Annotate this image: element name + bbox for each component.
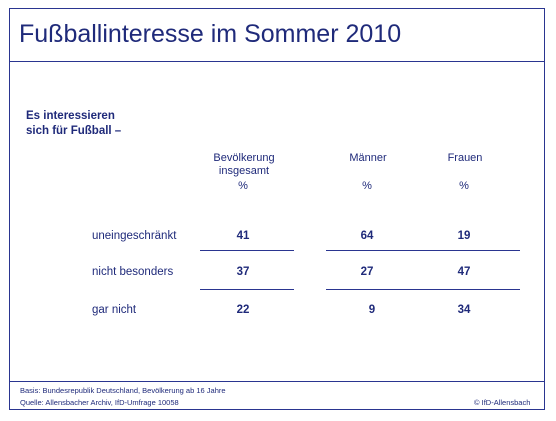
column-header-women-label: Frauen (447, 152, 483, 164)
chart-title: Fußballinteresse im Sommer 2010 (19, 20, 402, 48)
column-header-men: Männer (340, 152, 396, 165)
row-divider (200, 289, 294, 290)
column-unit-total: % (238, 180, 248, 192)
column-header-total: Bevölkerung insgesamt (212, 152, 276, 178)
footer-copyright: © IfD-Allensbach (474, 398, 531, 407)
column-header-men-label: Männer (349, 152, 387, 164)
title-divider (10, 61, 544, 62)
column-header-total-line-2: insgesamt (218, 165, 270, 177)
row-divider (326, 250, 520, 251)
question-text: Es interessieren sich für Fußball – (26, 109, 121, 139)
column-header-total-line-1: Bevölkerung (213, 152, 275, 164)
cell-not-at-all-women: 34 (457, 304, 471, 316)
cell-unrestricted-women: 19 (457, 230, 471, 242)
cell-not-particularly-men: 27 (360, 266, 374, 278)
cell-unrestricted-men: 64 (360, 230, 374, 242)
column-header-women: Frauen (437, 152, 493, 165)
row-divider (200, 250, 294, 251)
row-label-unrestricted: uneingeschränkt (92, 230, 177, 242)
cell-not-particularly-women: 47 (457, 266, 471, 278)
cell-unrestricted-total: 41 (236, 230, 250, 242)
row-divider (326, 289, 520, 290)
cell-not-at-all-men: 9 (368, 304, 376, 316)
question-line-1: Es interessieren (26, 110, 115, 122)
column-unit-men: % (362, 180, 372, 192)
row-label-not-particularly: nicht besonders (92, 266, 174, 278)
chart-frame (9, 8, 545, 410)
cell-not-particularly-total: 37 (236, 266, 250, 278)
footer-basis: Basis: Bundesrepublik Deutschland, Bevöl… (20, 386, 226, 395)
column-unit-women: % (459, 180, 469, 192)
footer-divider (10, 381, 544, 382)
footer-source: Quelle: Allensbacher Archiv, IfD-Umfrage… (20, 398, 179, 407)
question-line-2: sich für Fußball – (26, 125, 122, 137)
cell-not-at-all-total: 22 (236, 304, 250, 316)
row-label-not-at-all: gar nicht (92, 304, 137, 316)
